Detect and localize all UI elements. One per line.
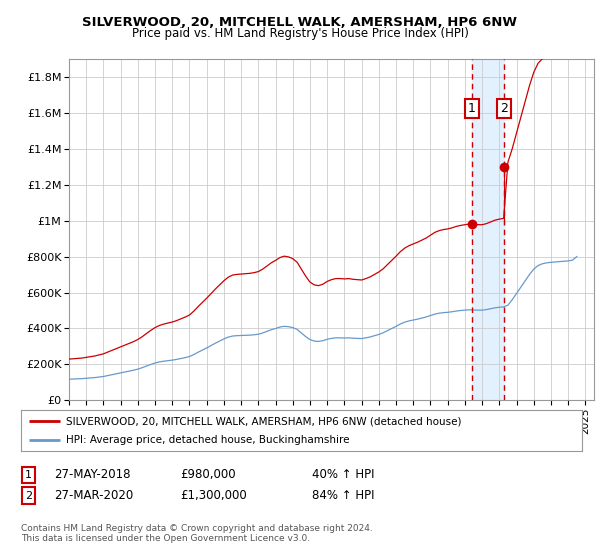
Text: 84% ↑ HPI: 84% ↑ HPI [312, 489, 374, 502]
Text: Contains HM Land Registry data © Crown copyright and database right 2024.
This d: Contains HM Land Registry data © Crown c… [21, 524, 373, 543]
Text: £980,000: £980,000 [180, 468, 236, 482]
Text: SILVERWOOD, 20, MITCHELL WALK, AMERSHAM, HP6 6NW (detached house): SILVERWOOD, 20, MITCHELL WALK, AMERSHAM,… [66, 417, 461, 426]
Text: 2: 2 [25, 491, 32, 501]
Text: 27-MAY-2018: 27-MAY-2018 [54, 468, 131, 482]
Text: 1: 1 [468, 102, 476, 115]
Text: 27-MAR-2020: 27-MAR-2020 [54, 489, 133, 502]
Text: 40% ↑ HPI: 40% ↑ HPI [312, 468, 374, 482]
Text: Price paid vs. HM Land Registry's House Price Index (HPI): Price paid vs. HM Land Registry's House … [131, 27, 469, 40]
Text: HPI: Average price, detached house, Buckinghamshire: HPI: Average price, detached house, Buck… [66, 435, 349, 445]
Text: £1,300,000: £1,300,000 [180, 489, 247, 502]
Text: SILVERWOOD, 20, MITCHELL WALK, AMERSHAM, HP6 6NW: SILVERWOOD, 20, MITCHELL WALK, AMERSHAM,… [83, 16, 517, 29]
Text: 1: 1 [25, 470, 32, 480]
Text: 2: 2 [500, 102, 508, 115]
Bar [472, 59, 503, 400]
